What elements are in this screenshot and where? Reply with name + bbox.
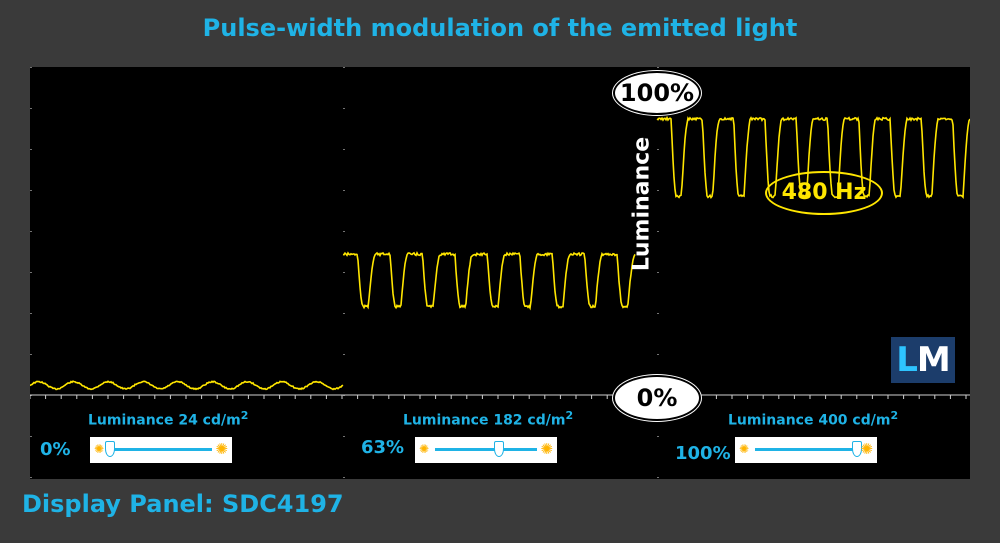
slider-track — [755, 448, 857, 451]
lm-logo: LM — [891, 337, 955, 383]
segment-2-luminance: Luminance 182 cd/m2 — [403, 409, 574, 429]
y-axis-label-text: Luminance — [629, 136, 655, 272]
slider-track — [435, 448, 537, 451]
chart-title: Pulse-width modulation of the emitted li… — [202, 14, 798, 42]
plot-svg — [30, 67, 970, 479]
brightness-slider-2: ✺ ✺ — [415, 437, 557, 463]
segment-2-brightness: 63% — [361, 437, 405, 458]
segment-3-luminance: Luminance 400 cd/m2 — [728, 409, 899, 429]
sun-small-icon: ✺ — [94, 442, 105, 456]
slider-knob — [105, 441, 115, 457]
slider-track — [110, 448, 212, 451]
frequency-label: 480 Hz — [765, 171, 883, 215]
segment-1-luminance: Luminance 24 cd/m2 — [88, 409, 249, 429]
sun-small-icon: ✺ — [419, 442, 430, 456]
brightness-slider-3: ✺ ✺ — [735, 437, 877, 463]
slider-knob — [494, 441, 505, 457]
slider-knob — [852, 441, 862, 457]
segment-3-brightness: 100% — [675, 443, 731, 464]
y-axis-label: Luminance — [630, 137, 655, 271]
oscilloscope-plot: 100% 0% 480 Hz Luminance LM Luminance 24… — [30, 67, 970, 479]
display-panel-label: Display Panel: SDC4197 — [22, 490, 344, 518]
segment-1-brightness: 0% — [40, 439, 71, 460]
sun-small-icon: ✺ — [739, 442, 750, 456]
trace-series-3 — [656, 115, 970, 200]
trace-series-2 — [342, 250, 636, 311]
sun-large-icon: ✺ — [860, 440, 873, 458]
brightness-slider-1: ✺ ✺ — [90, 437, 232, 463]
sun-large-icon: ✺ — [215, 440, 228, 458]
min-luminance-label: 0% — [613, 375, 701, 421]
max-luminance-label: 100% — [613, 71, 701, 115]
trace-series-1 — [30, 380, 344, 391]
sun-large-icon: ✺ — [540, 440, 553, 458]
grid — [30, 67, 970, 479]
